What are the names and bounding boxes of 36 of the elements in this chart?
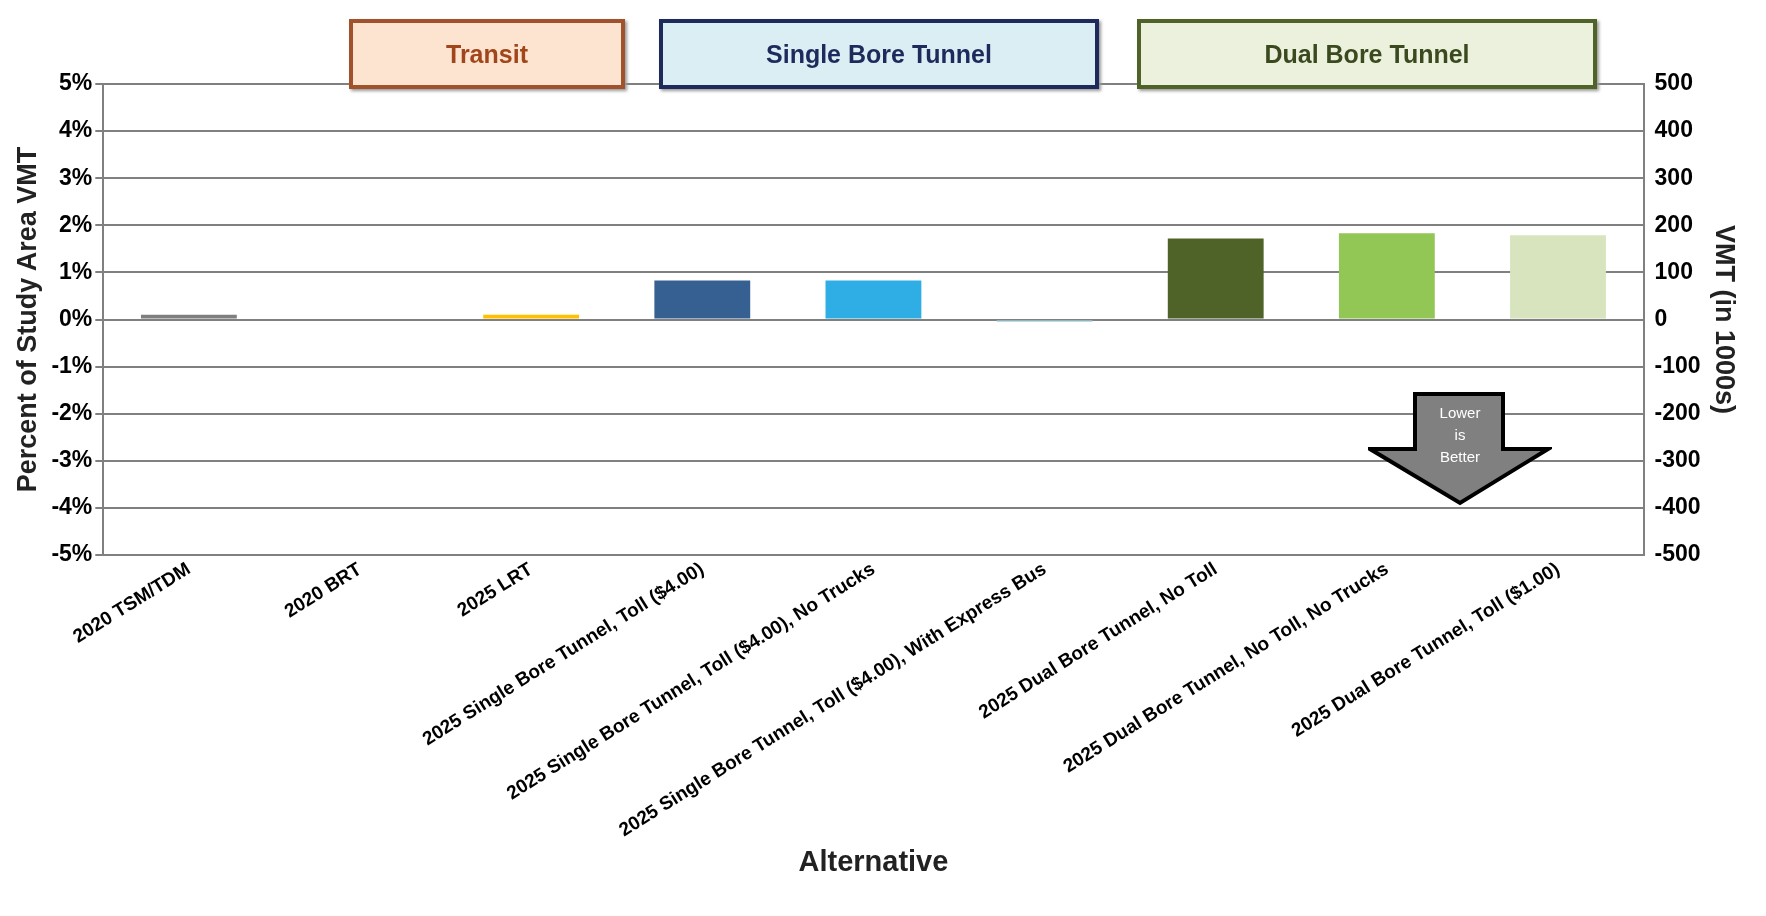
y2-tick-label: -100: [1654, 352, 1701, 379]
bar: [1167, 238, 1264, 319]
x-axis-title: Alternative: [798, 844, 949, 877]
y2-tick-label: 100: [1654, 257, 1693, 284]
y-tick-label: -5%: [51, 540, 93, 567]
y-tick-label: 4%: [59, 116, 93, 143]
text: Single Bore Tunnel: [766, 39, 992, 69]
y-axis-title: Percent of Study Area VMT: [11, 146, 42, 493]
annotation: Lower is Better: [1438, 403, 1482, 467]
y2-tick-label: 0: [1654, 304, 1668, 331]
y2-tick-label: -500: [1654, 540, 1701, 567]
y-tick-label: 2%: [59, 210, 93, 237]
y-tick-label: 1%: [59, 257, 93, 284]
bar: [483, 314, 580, 319]
y2-tick-label: -200: [1654, 399, 1701, 426]
y2-tick-label: -400: [1654, 493, 1701, 520]
text: Transit: [446, 39, 528, 69]
text: Dual Bore Tunnel: [1264, 39, 1470, 69]
y-tick-label: -1%: [51, 352, 93, 379]
y-tick-label: 5%: [59, 69, 93, 96]
y-tick-label: -2%: [51, 399, 93, 426]
y-tick-label: 3%: [59, 163, 93, 190]
y2-tick-label: 200: [1654, 210, 1693, 237]
y2-tick-label: 500: [1654, 69, 1693, 96]
bar: [654, 280, 751, 319]
y2-tick-label: 400: [1654, 116, 1693, 143]
bar: [1338, 233, 1435, 319]
x-tick-label: 2020 BRT: [280, 557, 366, 622]
bar: [825, 280, 922, 319]
y2-tick-label: 300: [1654, 163, 1693, 190]
y2-tick-label: -300: [1654, 446, 1701, 473]
y-tick-label: -3%: [51, 446, 93, 473]
y-tick-label: 0%: [59, 304, 93, 331]
y2-axis-title: VMT (in 1000s): [1710, 225, 1741, 415]
bar: [1510, 235, 1606, 319]
y-tick-label: -4%: [51, 493, 93, 520]
